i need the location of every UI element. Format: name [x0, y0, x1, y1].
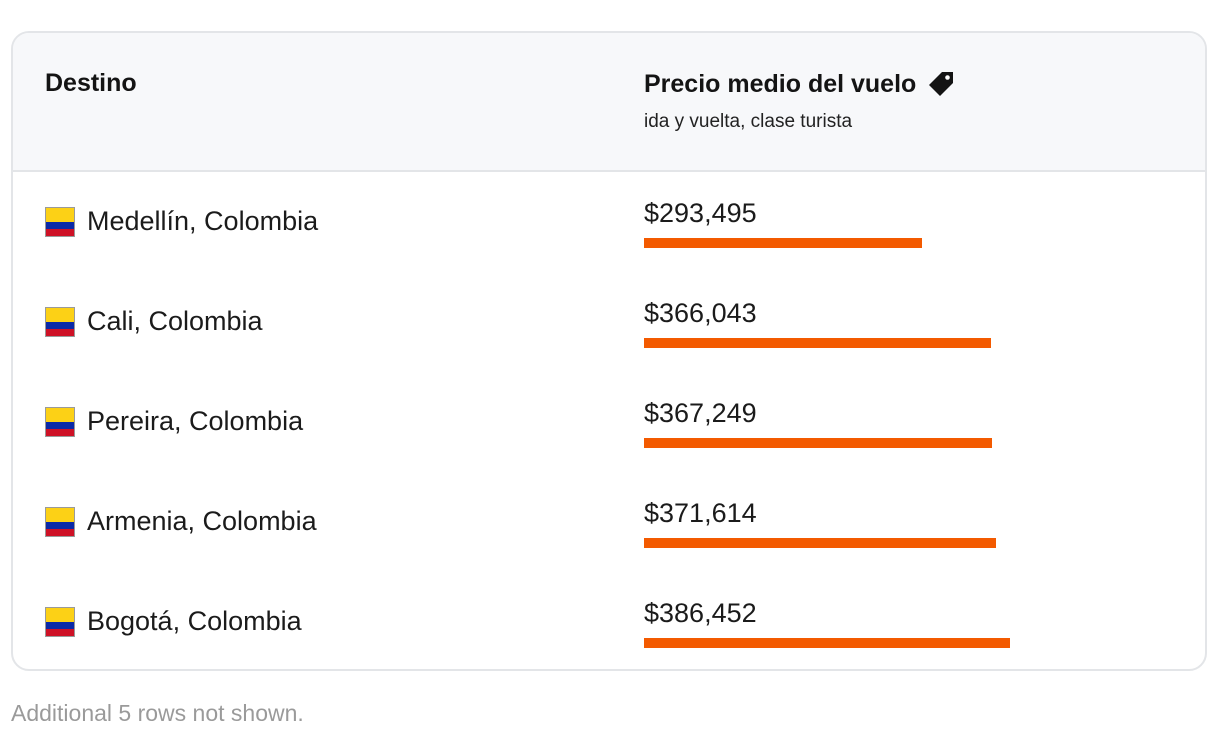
destination-column-header: Destino: [45, 69, 137, 97]
colombia-flag-icon: [45, 407, 75, 437]
destination-name: Cali, Colombia: [87, 306, 263, 336]
price-column-header: Precio medio del vuelo: [644, 69, 956, 99]
price-bar: [644, 338, 991, 348]
colombia-flag-icon: [45, 607, 75, 637]
price-column-subtitle: ida y vuelta, clase turista: [644, 111, 853, 132]
destination-name: Bogotá, Colombia: [87, 606, 302, 636]
price-tag-icon: [926, 69, 956, 99]
price-column-title: Precio medio del vuelo: [644, 69, 917, 98]
table-header: Destino Precio medio del vuelo ida y vue…: [13, 33, 1205, 172]
table-row: Cali, Colombia $366,043: [13, 272, 1205, 372]
price-bar: [644, 238, 922, 248]
average-price: $367,249: [644, 398, 757, 428]
colombia-flag-icon: [45, 307, 75, 337]
destination-name: Pereira, Colombia: [87, 406, 304, 436]
table-row: Medellín, Colombia $293,495: [13, 172, 1205, 272]
colombia-flag-icon: [45, 507, 75, 537]
table-row: Pereira, Colombia $367,249: [13, 372, 1205, 472]
rows-hidden-note: Additional 5 rows not shown.: [11, 700, 304, 726]
average-price: $386,452: [644, 598, 757, 628]
colombia-flag-icon: [45, 207, 75, 237]
average-price: $293,495: [644, 198, 757, 228]
price-bar: [644, 438, 992, 448]
destination-name: Medellín, Colombia: [87, 206, 319, 236]
average-price: $371,614: [644, 498, 757, 528]
destination-name: Armenia, Colombia: [87, 506, 317, 536]
price-bar: [644, 638, 1010, 648]
table-row: Armenia, Colombia $371,614: [13, 472, 1205, 572]
table-row: Bogotá, Colombia $386,452: [13, 572, 1205, 669]
price-bar: [644, 538, 996, 548]
price-table: Destino Precio medio del vuelo ida y vue…: [11, 31, 1207, 671]
average-price: $366,043: [644, 298, 757, 328]
